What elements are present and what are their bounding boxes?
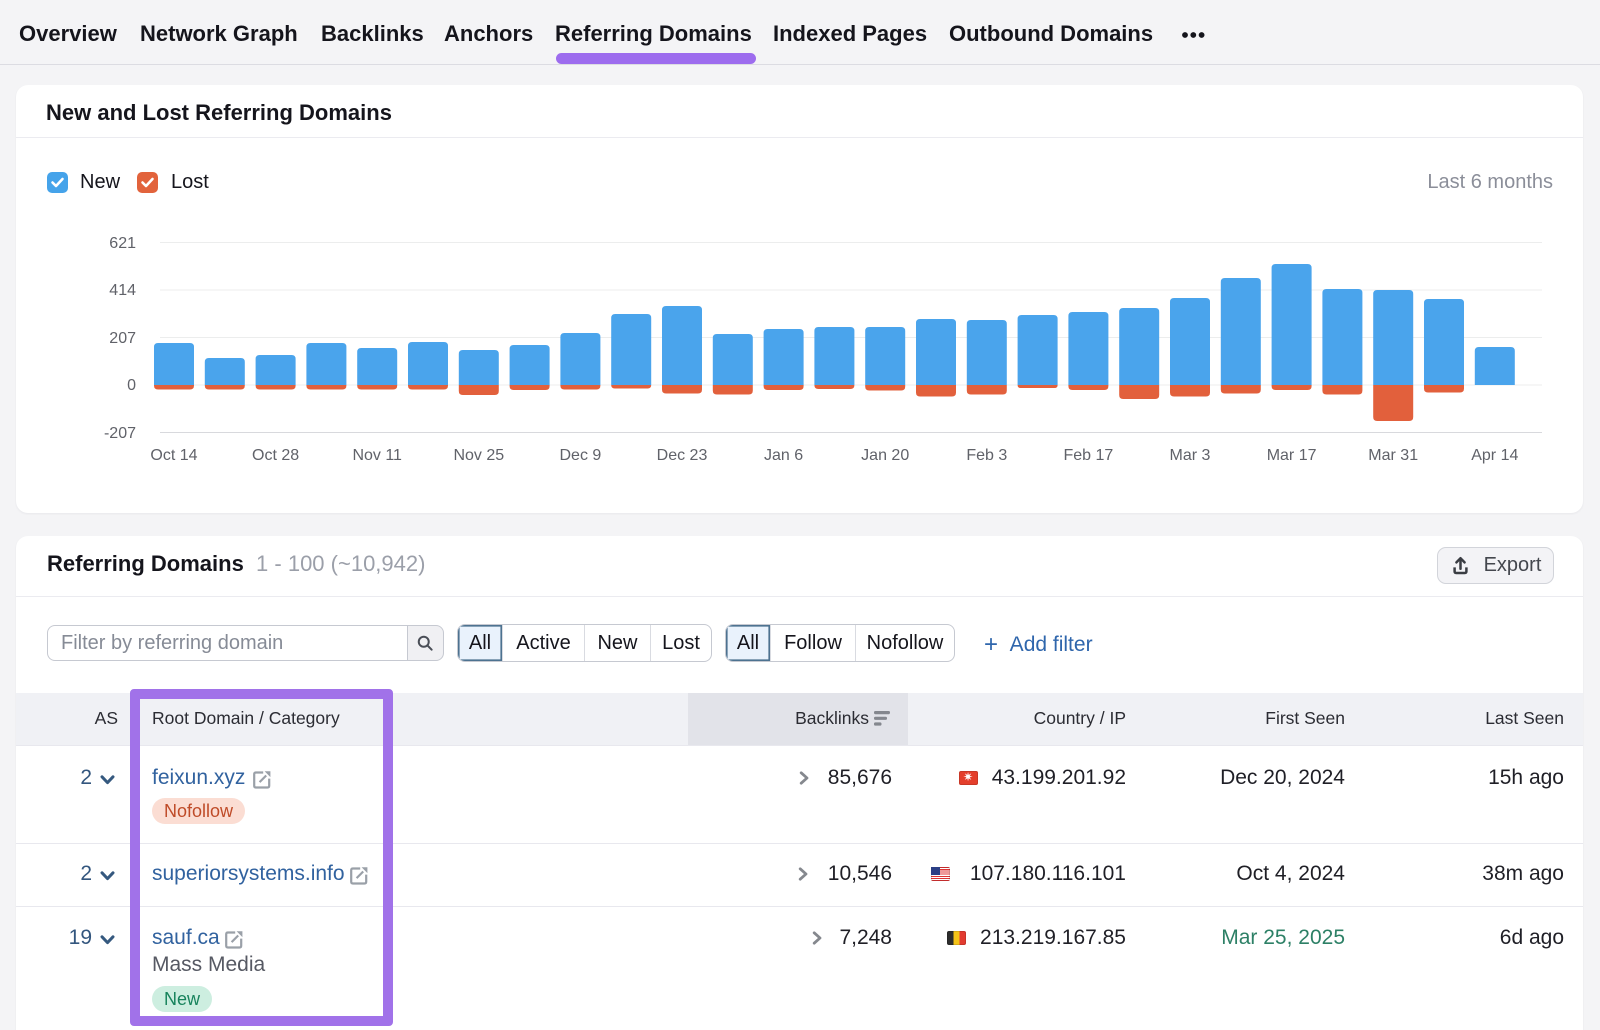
svg-text:Feb 3: Feb 3	[966, 447, 1007, 464]
svg-text:Apr 14: Apr 14	[1471, 447, 1518, 464]
svg-text:Oct 14: Oct 14	[150, 447, 197, 464]
svg-text:Oct 28: Oct 28	[252, 447, 299, 464]
svg-text:-207: -207	[104, 425, 136, 442]
svg-text:207: 207	[109, 330, 136, 347]
svg-text:Feb 17: Feb 17	[1063, 447, 1113, 464]
svg-text:Jan 6: Jan 6	[764, 447, 803, 464]
svg-text:Nov 25: Nov 25	[453, 447, 504, 464]
svg-text:Mar 31: Mar 31	[1368, 447, 1418, 464]
svg-text:Dec 9: Dec 9	[560, 447, 602, 464]
svg-text:Jan 20: Jan 20	[861, 447, 909, 464]
svg-text:0: 0	[127, 377, 136, 394]
svg-text:Mar 3: Mar 3	[1170, 447, 1211, 464]
svg-text:414: 414	[109, 282, 136, 299]
svg-text:Dec 23: Dec 23	[657, 447, 708, 464]
svg-text:621: 621	[109, 235, 136, 252]
svg-text:Mar 17: Mar 17	[1267, 447, 1317, 464]
svg-text:Nov 11: Nov 11	[352, 447, 402, 464]
